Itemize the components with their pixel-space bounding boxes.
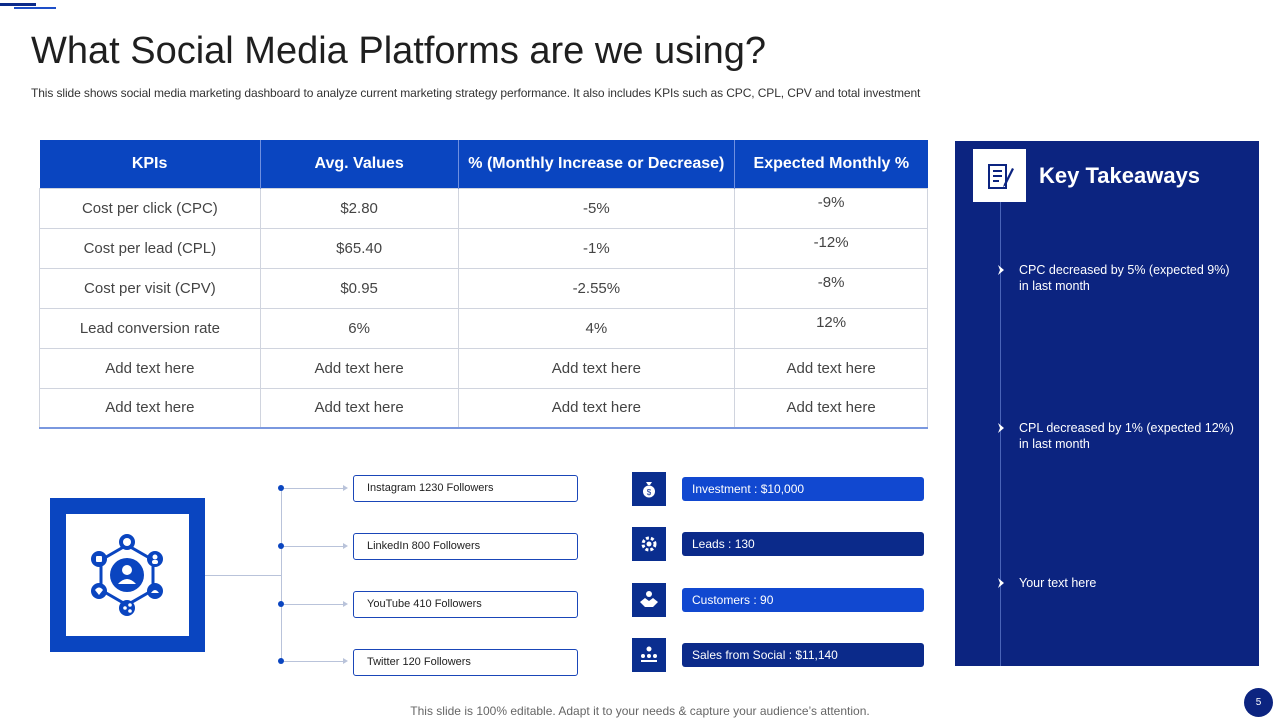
arrow-head-icon xyxy=(343,658,348,664)
table-cell: Cost per click (CPC) xyxy=(39,187,261,229)
table-cell: -1% xyxy=(457,227,736,269)
table-cell: Add text here xyxy=(457,347,736,389)
youtube-followers-box: YouTube 410 Followers xyxy=(353,591,578,618)
table-cell: $2.80 xyxy=(259,187,459,229)
arrow-line xyxy=(284,661,344,662)
footer-note: This slide is 100% editable. Adapt it to… xyxy=(410,704,870,718)
table-cell: -8% xyxy=(734,267,928,309)
connector-trunk xyxy=(281,488,282,661)
table-cell: -12% xyxy=(734,227,928,269)
connector-line xyxy=(205,575,281,576)
table-cell: Add text here xyxy=(734,387,928,429)
column-header-monthly-change: % (Monthly Increase or Decrease) xyxy=(458,140,736,188)
table-row: Cost per click (CPC) $2.80 -5% -9% xyxy=(39,187,928,229)
investment-bar: Investment : $10,000 xyxy=(682,477,924,501)
arrow-head-icon xyxy=(343,601,348,607)
arrow-head-icon xyxy=(343,543,348,549)
table-cell: 4% xyxy=(457,307,736,349)
chevron-right-icon xyxy=(998,578,1004,588)
kpi-table-header-row: KPIs Avg. Values % (Monthly Increase or … xyxy=(39,140,928,188)
kpi-table: KPIs Avg. Values % (Monthly Increase or … xyxy=(39,140,928,429)
table-cell: -2.55% xyxy=(457,267,736,309)
column-header-kpis: KPIs xyxy=(39,140,261,188)
notepad-icon xyxy=(973,149,1026,202)
arrow-line xyxy=(284,604,344,605)
team-icon xyxy=(632,638,666,672)
svg-text:$: $ xyxy=(647,488,652,497)
chevron-right-icon xyxy=(998,265,1004,275)
bullet-dot xyxy=(278,601,284,607)
takeaway-item: CPC decreased by 5% (expected 9%) in las… xyxy=(1019,263,1230,293)
page-number-badge: 5 xyxy=(1244,688,1273,717)
takeaway-item: Your text here xyxy=(1019,576,1097,590)
arrow-line xyxy=(284,546,344,547)
top-accent-line xyxy=(0,3,36,6)
table-cell: -9% xyxy=(734,187,928,229)
money-bag-icon: $ xyxy=(632,472,666,506)
top-accent-line-secondary xyxy=(14,7,56,9)
column-header-avg-values: Avg. Values xyxy=(260,140,459,188)
instagram-followers-box: Instagram 1230 Followers xyxy=(353,475,578,502)
table-cell: Cost per visit (CPV) xyxy=(39,267,261,309)
bullet-dot xyxy=(278,485,284,491)
table-row: Lead conversion rate 6% 4% 12% xyxy=(39,307,928,349)
takeaway-item: CPL decreased by 1% (expected 12%) in la… xyxy=(1019,421,1234,451)
table-row: Add text here Add text here Add text her… xyxy=(39,387,928,429)
arrow-line xyxy=(284,488,344,489)
chevron-right-icon xyxy=(998,423,1004,433)
table-cell: $65.40 xyxy=(259,227,459,269)
table-row: Cost per lead (CPL) $65.40 -1% -12% xyxy=(39,227,928,269)
table-cell: Add text here xyxy=(39,387,261,429)
table-cell: Cost per lead (CPL) xyxy=(39,227,261,269)
key-takeaways-title: Key Takeaways xyxy=(1039,163,1201,188)
table-cell: Add text here xyxy=(259,387,459,429)
table-cell: 12% xyxy=(734,307,928,349)
arrow-head-icon xyxy=(343,485,348,491)
social-network-icon-frame xyxy=(50,498,205,652)
table-cell: Lead conversion rate xyxy=(39,307,261,349)
page-title: What Social Media Platforms are we using… xyxy=(31,30,766,72)
table-cell: Add text here xyxy=(457,387,736,429)
leads-bar: Leads : 130 xyxy=(682,532,924,556)
table-cell: -5% xyxy=(457,187,736,229)
table-row: Add text here Add text here Add text her… xyxy=(39,347,928,389)
sales-from-social-bar: Sales from Social : $11,140 xyxy=(682,643,924,667)
gear-network-icon xyxy=(632,527,666,561)
table-cell: $0.95 xyxy=(259,267,459,309)
handshake-icon xyxy=(632,583,666,617)
takeaways-timeline-line xyxy=(1000,202,1001,666)
customers-bar: Customers : 90 xyxy=(682,588,924,612)
key-takeaways-panel: Key Takeaways CPC decreased by 5% (expec… xyxy=(955,141,1259,666)
bullet-dot xyxy=(278,658,284,664)
twitter-followers-box: Twitter 120 Followers xyxy=(353,649,578,676)
table-row: Cost per visit (CPV) $0.95 -2.55% -8% xyxy=(39,267,928,309)
page-subtitle: This slide shows social media marketing … xyxy=(31,86,921,100)
column-header-expected-monthly: Expected Monthly % xyxy=(734,140,928,188)
bullet-dot xyxy=(278,543,284,549)
table-cell: Add text here xyxy=(39,347,261,389)
social-network-icon xyxy=(91,534,163,616)
table-cell: 6% xyxy=(259,307,459,349)
table-cell: Add text here xyxy=(734,347,928,389)
table-cell: Add text here xyxy=(259,347,459,389)
linkedin-followers-box: LinkedIn 800 Followers xyxy=(353,533,578,560)
social-network-icon-background xyxy=(66,514,189,636)
